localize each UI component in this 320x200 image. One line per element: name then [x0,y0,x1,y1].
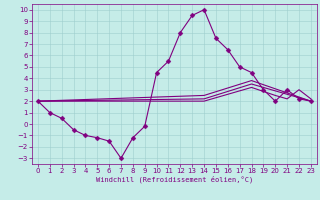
X-axis label: Windchill (Refroidissement éolien,°C): Windchill (Refroidissement éolien,°C) [96,176,253,183]
